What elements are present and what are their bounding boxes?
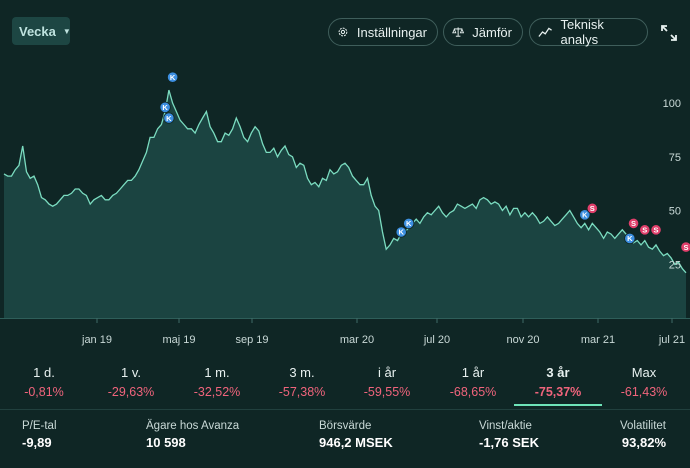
trade-marker-label: S [642,226,647,235]
key-figures: P/E-tal -9,89 Ägare hos Avanza 10 598 Bö… [0,410,690,468]
trade-marker-label: K [406,219,412,228]
settings-button[interactable]: Inställningar [328,18,438,46]
period-tab-change: -61,43% [620,385,668,399]
period-tab-change: -68,65% [449,385,497,399]
active-tab-indicator [514,404,602,406]
trade-marker-label: K [170,73,176,82]
stat-volatility: Volatilitet 93,82% [620,420,666,450]
technical-analysis-label: Teknisk analys [560,17,604,47]
x-tick-label: maj 19 [162,334,195,346]
x-tick-label: mar 21 [581,334,615,346]
trade-marker-label: K [582,211,588,220]
stat-volatility-label: Volatilitet [619,420,666,432]
period-tab[interactable]: 1 m. -32,52% [177,356,257,408]
x-tick-label: jan 19 [81,334,112,346]
buy-marker [159,101,171,113]
stat-market-cap-label: Börsvärde [319,420,372,432]
compare-button[interactable]: Jämför [443,18,523,46]
stat-volatility-value: 93,82% [621,435,666,450]
y-tick-label: 50 [669,206,681,218]
period-tab-label: 1 m. [204,365,230,380]
period-tab-change: -29,63% [107,385,155,399]
trade-marker-label: S [631,219,636,228]
x-tick-label: jul 21 [658,334,685,346]
sell-marker [650,224,662,236]
x-tick-label: nov 20 [506,334,539,346]
sell-marker [586,202,598,214]
scale-icon [452,27,465,37]
buy-marker [624,232,636,245]
stat-eps-label: Vinst/aktie [479,420,532,432]
interval-select[interactable]: Vecka ▼ [12,17,71,45]
stat-market-cap: Börsvärde 946,2 MSEK [319,420,393,450]
period-tab-label: Max [631,365,657,380]
divider [0,409,690,410]
gear-icon [338,27,348,37]
stat-pe: P/E-tal -9,89 [22,420,57,450]
stat-market-cap-value: 946,2 MSEK [319,435,393,450]
price-area [4,90,686,318]
buy-marker [579,209,591,221]
period-tabs: 1 d. -0,81% 1 v. -29,63% 1 m. -32,52% 3 m. -57,… [0,356,690,408]
period-tab-label: 1 år [461,365,485,380]
trade-marker-label: S [683,243,688,252]
period-tab[interactable]: 3 m. -57,38% [262,356,342,408]
buy-marker [395,226,407,238]
trade-marker-label: S [654,226,659,235]
period-tab-change: -75,37% [534,385,582,399]
chart-toolbar: Vecka ▼ Inställningar Jämför Teknisk ana… [0,0,690,60]
price-chart-svg: 25 50 75 100 jan 19 maj 19 sep 19 mar 20 jul 20 n… [0,71,690,346]
buy-marker [167,71,179,83]
stat-eps-value: -1,76 SEK [479,435,539,450]
period-tab[interactable]: 1 d. -0,81% [4,356,84,408]
y-tick-label: 100 [663,98,681,110]
stat-owners-label: Ägare hos Avanza [146,420,240,432]
fullscreen-icon[interactable] [658,22,680,44]
price-chart[interactable]: 25 50 75 100 jan 19 maj 19 sep 19 mar 20 jul 20 n… [0,60,690,360]
period-tab-change: -0,81% [24,385,64,399]
period-tab[interactable]: 3 år -75,37% [514,356,602,408]
stat-pe-value: -9,89 [22,435,52,450]
period-tab[interactable]: i år -59,55% [347,356,427,408]
period-tab-label: 1 d. [33,365,55,380]
period-tab[interactable]: 1 v. -29,63% [91,356,171,408]
trend-line-icon [538,27,552,37]
trade-marker-label: K [166,114,172,123]
period-tab-label: 3 år [546,365,570,380]
period-tab-label: 1 v. [121,365,141,380]
price-line [3,89,687,274]
stat-owners-value: 10 598 [146,435,186,450]
interval-select-value: Vecka [19,23,56,39]
stat-eps: Vinst/aktie -1,76 SEK [479,420,539,450]
y-tick-label: 75 [669,152,681,164]
technical-analysis-button[interactable]: Teknisk analys [529,17,648,47]
buy-marker [163,112,175,124]
x-tick-label: sep 19 [235,334,268,346]
stat-owners: Ägare hos Avanza 10 598 [146,420,239,450]
settings-label: Inställningar [356,24,427,40]
stat-pe-label: P/E-tal [22,420,57,432]
sell-marker [639,224,651,236]
period-tab-change: -59,55% [363,385,411,399]
buy-marker [403,217,415,229]
sell-marker [680,241,690,253]
trade-marker-label: K [398,228,404,237]
period-tab-change: -32,52% [193,385,241,399]
trade-marker-label: S [590,204,595,213]
period-tab[interactable]: Max -61,43% [604,356,684,408]
x-tick-label: mar 20 [340,334,374,346]
trade-marker-label: K [627,234,633,243]
compare-label: Jämför [472,24,512,40]
period-tab-label: i år [377,365,397,380]
period-tab-change: -57,38% [278,385,326,399]
chevron-down-icon: ▼ [62,26,71,36]
y-tick-label: 25 [669,259,681,271]
period-tab-label: 3 m. [289,365,315,380]
period-tab[interactable]: 1 år -68,65% [433,356,513,408]
sell-marker [627,217,640,229]
x-tick-label: jul 20 [423,334,450,346]
trade-marker-label: K [162,103,168,112]
